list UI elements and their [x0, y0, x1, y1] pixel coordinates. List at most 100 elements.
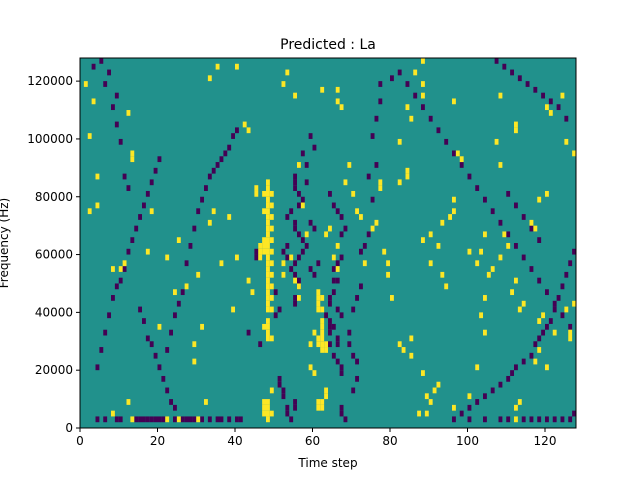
heatmap-cell-low — [289, 266, 294, 272]
heatmap-cell-high — [320, 335, 325, 342]
heatmap-cell-low — [552, 416, 557, 423]
heatmap-cell-low — [467, 173, 472, 180]
heatmap-cell-low — [204, 185, 208, 191]
y-tick-label: 40000 — [35, 305, 73, 319]
heatmap-cell-low — [138, 306, 143, 313]
heatmap-cell-low — [537, 237, 542, 243]
heatmap-cell-high — [289, 254, 294, 261]
heatmap-cell-high — [517, 399, 522, 405]
heatmap-cell-high — [335, 243, 340, 249]
heatmap-cell-high — [91, 98, 96, 105]
heatmap-cell-low — [254, 248, 259, 255]
heatmap-cell-low — [506, 231, 511, 238]
heatmap-cell-low — [173, 312, 177, 319]
heatmap-cell-low — [467, 404, 472, 411]
heatmap-cell-high — [157, 323, 162, 330]
heatmap-cell-high — [312, 370, 317, 376]
heatmap-cell-low — [134, 416, 139, 423]
heatmap-cell-high — [254, 190, 259, 197]
heatmap-cell-high — [452, 98, 456, 105]
heatmap-cell-low — [378, 81, 383, 87]
heatmap-cell-high — [266, 266, 270, 272]
heatmap-cell-high — [266, 248, 270, 255]
heatmap-cell-low — [351, 352, 356, 359]
heatmap-cell-low — [99, 347, 104, 353]
heatmap-cell-low — [548, 98, 553, 105]
heatmap-cell-low — [289, 208, 294, 215]
heatmap-cell-high — [316, 300, 321, 307]
heatmap-cell-low — [308, 266, 313, 272]
heatmap-cell-low — [498, 381, 503, 388]
heatmap-cell-high — [432, 387, 437, 394]
heatmap-cell-low — [459, 410, 464, 417]
heatmap-cell-low — [475, 399, 480, 405]
heatmap-cell-low — [452, 150, 456, 157]
heatmap-cell-low — [316, 260, 321, 267]
heatmap-cell-low — [506, 416, 511, 423]
heatmap-cell-low — [184, 416, 189, 423]
heatmap-cell-high — [397, 138, 402, 145]
heatmap-cell-low — [293, 404, 298, 411]
heatmap-cell-low — [548, 318, 553, 324]
heatmap-cell-high — [452, 208, 456, 215]
heatmap-cell-low — [207, 416, 212, 423]
heatmap-cell-high — [266, 335, 270, 342]
heatmap-cell-low — [568, 416, 573, 423]
heatmap-cell-high — [382, 248, 387, 255]
heatmap-cell-low — [529, 416, 534, 423]
heatmap-cell-high — [320, 86, 325, 93]
heatmap-cell-low — [355, 295, 360, 301]
heatmap-cell-high — [320, 404, 325, 411]
heatmap-cell-low — [114, 92, 119, 99]
heatmap-cell-high — [219, 260, 224, 267]
heatmap-cell-high — [409, 352, 414, 359]
heatmap-cell-low — [339, 404, 344, 411]
heatmap-cell-low — [246, 329, 251, 336]
heatmap-cell-low — [126, 185, 131, 191]
heatmap-cell-low — [165, 387, 170, 394]
heatmap-cell-low — [506, 190, 511, 197]
heatmap-cell-low — [126, 248, 131, 255]
heatmap-cell-high — [211, 208, 216, 215]
heatmap-cell-high — [293, 92, 298, 99]
heatmap-cell-high — [316, 341, 321, 348]
y-tick-label: 80000 — [35, 190, 73, 204]
heatmap-cell-low — [483, 393, 487, 400]
heatmap-cell-high — [262, 399, 267, 405]
heatmap-cell-low — [161, 375, 166, 382]
heatmap-cell-high — [424, 393, 429, 400]
heatmap-cell-high — [266, 243, 270, 249]
heatmap-cell-high — [405, 104, 410, 111]
x-tick-label: 80 — [382, 434, 397, 448]
heatmap-cell-high — [293, 277, 298, 284]
heatmap-cell-high — [196, 416, 201, 423]
heatmap-cell-low — [339, 214, 344, 220]
heatmap-cell-high — [165, 254, 170, 261]
heatmap-cell-high — [324, 393, 329, 400]
heatmap-cell-high — [545, 104, 549, 111]
heatmap-cell-high — [262, 410, 267, 417]
y-tick-label: 100000 — [27, 132, 73, 146]
heatmap-cell-low — [180, 289, 185, 296]
heatmap-cell-high — [397, 341, 402, 348]
heatmap-cell-high — [320, 347, 325, 353]
heatmap-cell-low — [281, 387, 286, 394]
heatmap-cell-low — [564, 115, 569, 122]
heatmap-cell-high — [533, 358, 538, 365]
heatmap-cell-low — [533, 86, 538, 93]
heatmap-cell-high — [572, 150, 577, 157]
heatmap-cell-high — [421, 370, 425, 376]
heatmap-cell-high — [192, 358, 197, 365]
heatmap-cell-low — [331, 289, 336, 296]
heatmap-cell-low — [293, 179, 298, 186]
heatmap-cell-high — [467, 393, 472, 400]
heatmap-cell-low — [545, 323, 549, 330]
heatmap-cell-high — [514, 127, 518, 134]
heatmap-cell-low — [293, 225, 298, 232]
heatmap-cell-low — [483, 196, 487, 203]
heatmap-cell-low — [390, 75, 394, 82]
heatmap-cell-high — [417, 410, 422, 417]
heatmap-cell-low — [99, 58, 104, 64]
heatmap-cell-high — [444, 283, 449, 290]
